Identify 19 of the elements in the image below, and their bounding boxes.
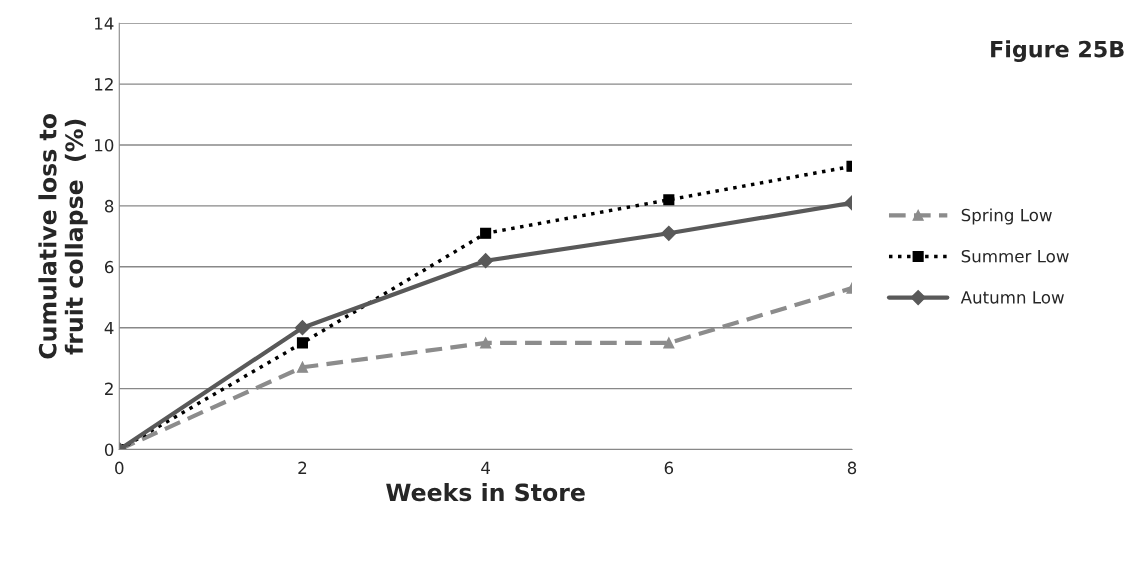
y-tick-label: 4: [104, 321, 114, 335]
legend-label: Summer Low: [961, 249, 1069, 263]
x-axis-title: Weeks in Store: [386, 482, 585, 502]
x-tick-label: 2: [298, 461, 307, 474]
legend-label: Spring Low: [961, 208, 1052, 225]
y-tick-label: 10: [95, 138, 114, 152]
x-tick-label: 4: [481, 461, 491, 474]
x-tick-label: 6: [664, 461, 674, 475]
caption: Figure 25B: [991, 40, 1124, 62]
y-tick-label: 12: [95, 78, 113, 91]
y-axis-title: Cumulative loss to fruit collapse (%): [38, 114, 88, 359]
legend-label: Autumn Low: [960, 291, 1064, 304]
y-tick-label: 6: [104, 260, 114, 274]
y-tick-label: 2: [105, 382, 113, 395]
x-tick-label: 0: [115, 461, 124, 475]
x-tick-label: 8: [847, 461, 857, 475]
y-tick-label: 8: [104, 199, 114, 213]
y-tick-label: 0: [104, 443, 114, 457]
y-tick-label: 14: [95, 17, 114, 30]
